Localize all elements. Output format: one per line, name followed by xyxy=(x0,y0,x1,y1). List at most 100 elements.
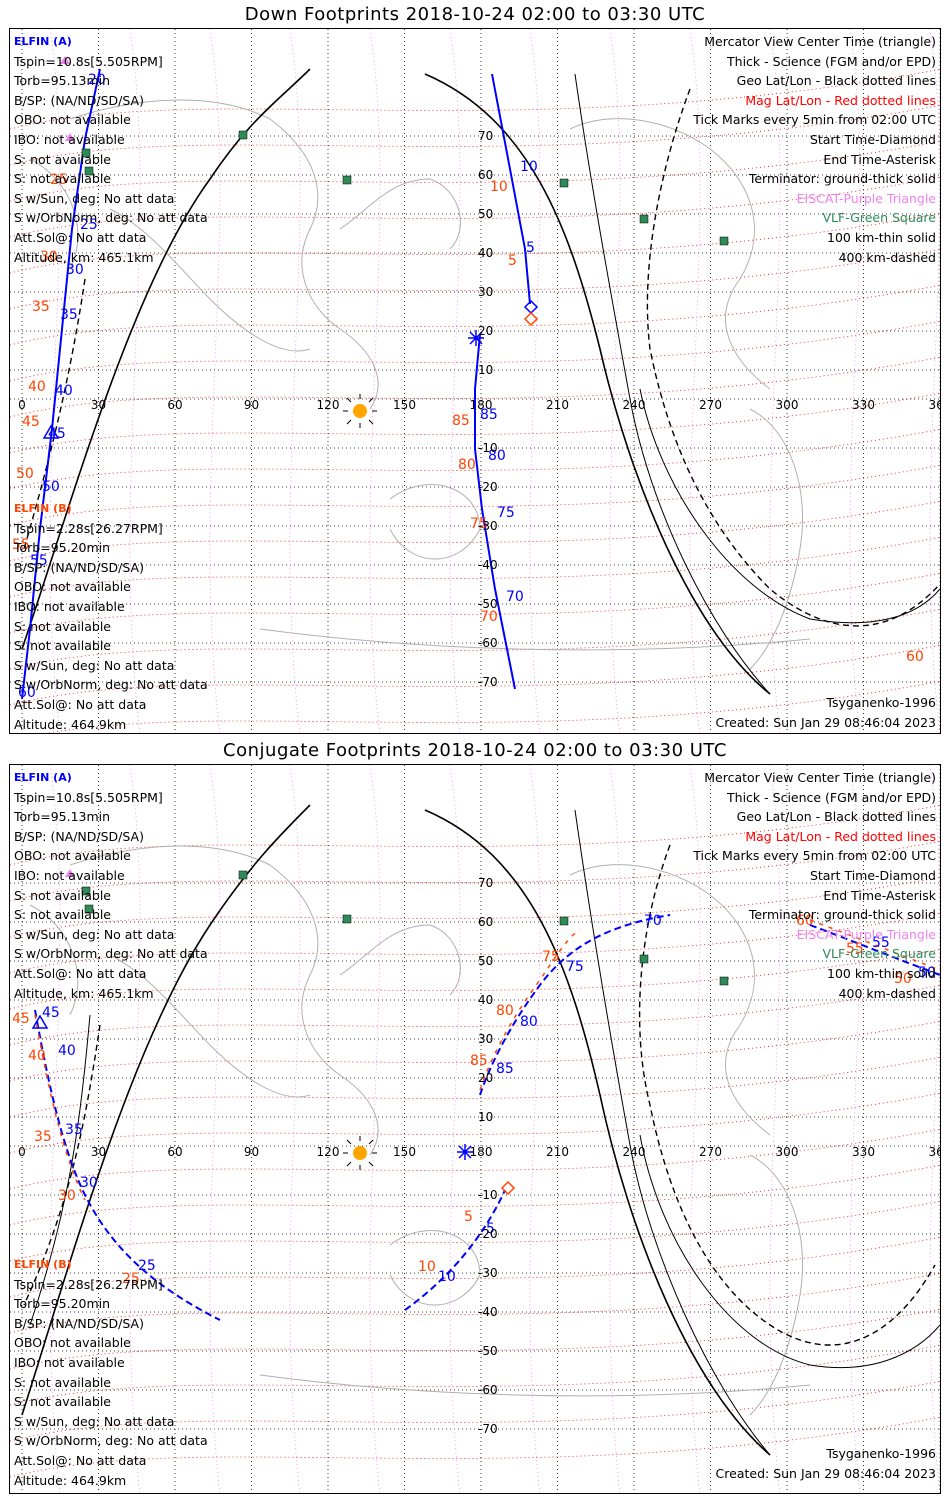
info-line: IBO: not available xyxy=(14,867,125,883)
mag-lon-line xyxy=(129,29,141,733)
info-line: S w/Sun, deg: No att data xyxy=(14,190,175,206)
info-line: Torb=95.13min xyxy=(14,73,111,89)
sun-icon xyxy=(343,1136,377,1170)
lat-tick-label: 70 xyxy=(478,129,493,143)
tick-time-label: 55 xyxy=(846,941,864,957)
legend-item: End Time-Asterisk xyxy=(823,151,936,167)
tick-time-label: 50 xyxy=(894,971,912,987)
elfin-a-track xyxy=(34,1009,221,1321)
lat-tick-label: 40 xyxy=(478,246,493,260)
model-label: Tsyganenko-1996 xyxy=(826,695,936,710)
lat-tick-label: -70 xyxy=(478,1422,498,1436)
lat-tick-label: -20 xyxy=(478,480,498,494)
tick-time-label: 55 xyxy=(872,935,890,951)
end-asterisk xyxy=(468,330,484,346)
info-line: Altitude, km: 465.1km xyxy=(14,985,154,1001)
elfin-a-info: ELFIN (A) Tspin=10.8s[5.505RPM] Torb=95.1… xyxy=(14,32,208,267)
tick-time-label: 35 xyxy=(32,299,50,315)
tick-time-label: 75 xyxy=(542,949,560,965)
mag-lat-line xyxy=(10,1344,940,1406)
tick-time-label: 70 xyxy=(644,913,662,929)
mag-lat-line xyxy=(10,804,940,866)
mag-lat-line xyxy=(10,1308,940,1370)
info-line: B/SP: (NA/ND/SD/SA) xyxy=(14,828,144,844)
continent-outlines xyxy=(29,99,811,670)
tick-time-label: 40 xyxy=(28,379,46,395)
mag-lon-line xyxy=(689,29,701,733)
tick-time-label: 70 xyxy=(506,589,524,605)
tick-time-label: 85 xyxy=(470,1053,488,1069)
coastline xyxy=(109,208,311,352)
lat-tick-label: -70 xyxy=(478,675,498,689)
lat-tick-label: -40 xyxy=(478,1305,498,1319)
lon-tick-label: 30 xyxy=(91,1145,106,1159)
mag-lat-line xyxy=(10,248,940,310)
tick-time-label: 75 xyxy=(566,959,584,975)
start-diamond xyxy=(500,1180,516,1196)
info-line: OBO: not available xyxy=(14,112,131,128)
legend: Mercator View Center Time (triangle) Thic… xyxy=(693,32,936,267)
mag-lat-line xyxy=(10,392,940,454)
elfin-a-track-mag xyxy=(34,1014,86,1201)
coastline xyxy=(389,484,481,560)
center-triangle xyxy=(31,1014,49,1029)
created-label: Created: Sun Jan 29 08:46:04 2023 xyxy=(715,715,936,730)
elfin-b-info: ELFIN (B) Tspin=2.28s[26.27RPM] Torb=95.2… xyxy=(14,1255,208,1490)
mag-lat-line xyxy=(10,356,940,418)
mag-lon-line xyxy=(449,29,461,733)
tick-time-label: 10 xyxy=(438,1269,456,1285)
mag-lon-line xyxy=(929,765,940,1493)
model-label: Tsyganenko-1996 xyxy=(826,1446,936,1461)
tick-time-label: 10 xyxy=(490,179,508,195)
info-line: OBO: not available xyxy=(14,848,131,864)
legend-item: VLF-Green Square xyxy=(822,210,936,226)
start-diamond xyxy=(523,299,539,315)
legend-item: 400 km-dashed xyxy=(838,985,936,1001)
lon-tick-label: 60 xyxy=(167,1145,182,1159)
info-line: Att.Sol@: No att data xyxy=(14,696,147,712)
tick-time-label: 25 xyxy=(122,1271,140,1287)
lat-tick-label: 60 xyxy=(478,168,493,182)
tick-time-label: 70 xyxy=(480,609,498,625)
mag-lon-line xyxy=(49,765,61,1493)
geo-grid xyxy=(10,29,940,733)
lon-tick-label: 90 xyxy=(244,1145,259,1159)
info-line: B/SP: (NA/ND/SD/SA) xyxy=(14,1315,144,1331)
lat-tick-label: -30 xyxy=(478,1266,498,1280)
coastline xyxy=(29,158,79,270)
info-line: S: not available xyxy=(14,618,111,634)
tick-time-label: 45 xyxy=(12,1011,30,1027)
legend-item: Mag Lat/Lon - Red dotted lines xyxy=(745,92,936,108)
mag-lon-line xyxy=(769,29,781,733)
tick-time-label: 55 xyxy=(12,537,30,553)
mag-lon-line xyxy=(289,765,301,1493)
lon-tick-label: 210 xyxy=(546,398,569,412)
lat-tick-label: -60 xyxy=(478,1383,498,1397)
legend-item: Start Time-Diamond xyxy=(809,867,936,883)
info-line: Torb=95.20min xyxy=(14,540,111,556)
tick-time-label: 80 xyxy=(458,457,476,473)
tick-time-label: 80 xyxy=(496,1003,514,1019)
tick-time-label: 40 xyxy=(55,383,73,399)
start-diamond-mag xyxy=(523,311,539,327)
lat-tick-label: -50 xyxy=(478,1344,498,1358)
coastline xyxy=(29,904,79,1016)
lon-tick-label: 30 xyxy=(91,398,106,412)
info-line: Att.Sol@: No att data xyxy=(14,1452,147,1468)
info-line: Tspin=10.8s[5.505RPM] xyxy=(14,53,163,69)
info-line: S w/OrbNorm, deg: No att data xyxy=(14,946,208,962)
lon-tick-label: 180 xyxy=(470,398,493,412)
mag-lat-line xyxy=(10,1416,940,1478)
mag-lat-line xyxy=(10,1056,940,1118)
legend-item: 100 km-thin solid xyxy=(827,229,936,245)
legend-item: VLF-Green Square xyxy=(822,946,936,962)
tick-time-label: 50 xyxy=(16,466,34,482)
mag-lat-line xyxy=(10,176,940,238)
continent-outlines xyxy=(29,845,811,1416)
info-line: Tspin=2.28s[26.27RPM] xyxy=(14,520,163,536)
tick-time-label: 75 xyxy=(470,516,488,532)
tick-time-label: 45 xyxy=(42,1005,60,1021)
lat-tick-label: 60 xyxy=(478,915,493,929)
info-line: S w/Sun, deg: No att data xyxy=(14,926,175,942)
lat-tick-label: -10 xyxy=(478,441,498,455)
